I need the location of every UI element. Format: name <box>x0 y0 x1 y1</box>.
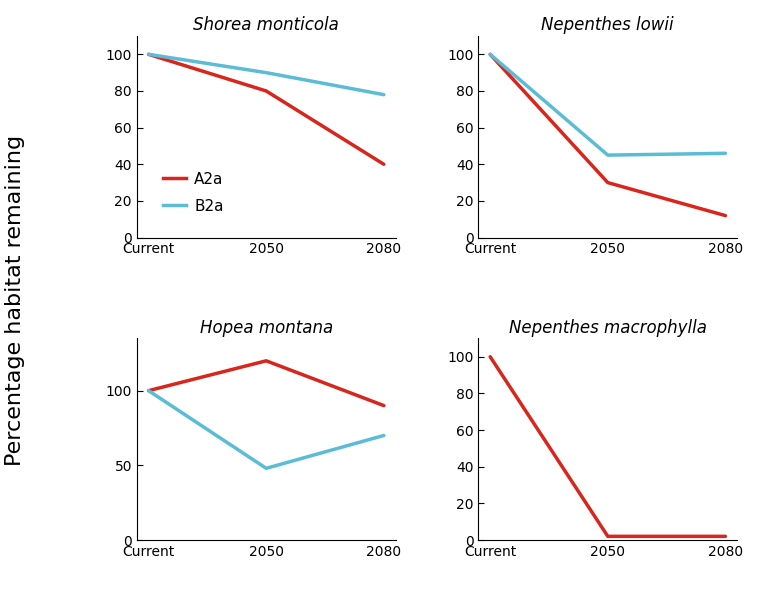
Text: Percentage habitat remaining: Percentage habitat remaining <box>5 134 25 466</box>
Legend: A2a, B2a: A2a, B2a <box>157 166 230 220</box>
Title: Shorea monticola: Shorea monticola <box>193 16 339 34</box>
Title: Hopea montana: Hopea montana <box>200 319 333 337</box>
Title: Nepenthes lowii: Nepenthes lowii <box>541 16 674 34</box>
Title: Nepenthes macrophylla: Nepenthes macrophylla <box>508 319 707 337</box>
